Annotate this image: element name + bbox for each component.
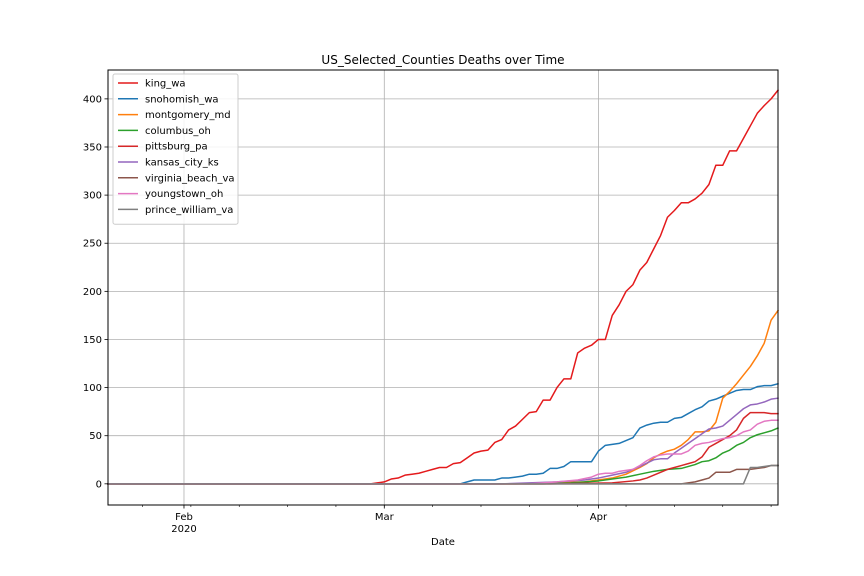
series-line-youngstown-oh <box>107 419 779 485</box>
y-tick-label: 50 <box>89 431 102 442</box>
plot-frame <box>107 69 779 506</box>
legend-label: montgomery_md <box>145 110 231 121</box>
series-line-snohomish-wa <box>107 382 779 485</box>
series-line-virginia-beach-va <box>107 464 779 485</box>
x-tick-label: Apr <box>590 512 608 523</box>
legend-label: snohomish_wa <box>145 94 219 105</box>
y-tick-label: 200 <box>83 287 102 298</box>
legend-label: virginia_beach_va <box>145 173 235 184</box>
legend-label: king_wa <box>145 79 186 90</box>
y-tick-label: 350 <box>83 142 102 153</box>
series-line-montgomery-md <box>107 309 780 485</box>
y-tick-label: 300 <box>83 191 102 202</box>
x-tick-sublabel: 2020 <box>171 524 196 535</box>
legend: king_wa snohomish_wa montgomery_md columbus… <box>112 73 239 225</box>
x-tick-label: Mar <box>375 512 395 523</box>
legend-label: kansas_city_ks <box>145 158 219 169</box>
legend-label: prince_william_va <box>145 205 233 216</box>
y-tick-label: 150 <box>83 335 102 346</box>
y-tick-label: 100 <box>83 383 102 394</box>
legend-label: columbus_oh <box>145 126 211 137</box>
legend-box <box>112 73 239 225</box>
series-line-kansas-city-ks <box>107 397 779 485</box>
legend-label: pittsburg_pa <box>145 142 208 153</box>
series-layer <box>107 89 780 485</box>
series-line-columbus-oh <box>107 427 779 485</box>
series-line-king-wa <box>107 89 780 485</box>
legend-label: youngstown_oh <box>145 189 223 200</box>
y-tick-label: 400 <box>83 94 102 105</box>
series-line-pittsburg-pa <box>107 411 779 485</box>
y-axis: 0 50 100 150 200 250 300 350 400 <box>83 94 108 490</box>
chart-title: US_Selected_Counties Deaths over Time <box>321 53 564 67</box>
x-axis-label: Date <box>431 537 455 548</box>
y-tick-label: 250 <box>83 239 102 250</box>
x-tick-label: Feb <box>175 512 193 523</box>
series-line-prince-william-va <box>107 464 779 485</box>
y-tick-label: 0 <box>96 479 102 490</box>
